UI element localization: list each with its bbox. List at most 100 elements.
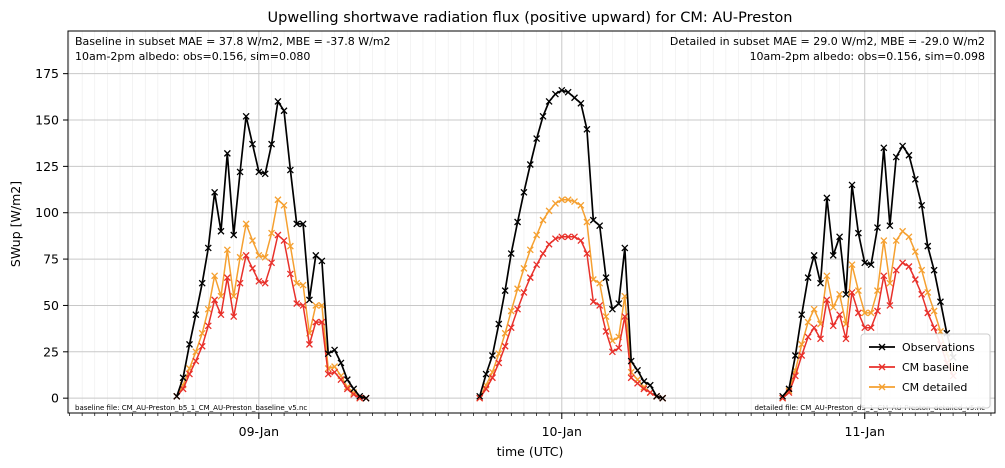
data-point-marker xyxy=(482,385,490,393)
data-point-marker xyxy=(615,300,623,308)
series-line xyxy=(782,262,954,399)
data-point-marker xyxy=(798,340,806,348)
data-point-marker xyxy=(331,368,339,376)
data-point-marker xyxy=(539,216,547,224)
data-point-marker xyxy=(217,227,225,235)
data-point-marker xyxy=(798,311,806,319)
plot-frame xyxy=(67,30,996,414)
data-point-marker xyxy=(918,290,926,298)
data-point-marker xyxy=(589,298,597,306)
data-point-marker xyxy=(192,348,200,356)
data-point-marker xyxy=(274,98,282,105)
data-point-marker xyxy=(918,266,926,274)
data-point-marker xyxy=(293,220,301,228)
data-point-marker xyxy=(514,218,522,226)
data-point-marker xyxy=(829,251,837,259)
data-point-marker xyxy=(520,264,528,272)
chart-title: Upwelling shortwave radiation flux (posi… xyxy=(268,10,793,26)
data-point-marker xyxy=(842,335,850,343)
data-point-marker xyxy=(899,227,907,235)
data-point-marker xyxy=(318,318,326,326)
data-point-marker xyxy=(817,279,824,287)
data-point-marker xyxy=(924,309,932,317)
data-point-marker xyxy=(520,188,528,196)
data-point-marker xyxy=(192,357,200,365)
data-point-marker xyxy=(501,342,509,350)
data-point-marker xyxy=(937,298,944,306)
data-point-marker xyxy=(526,274,534,282)
annotation-baseline-albedo: 10am-2pm albedo: obs=0.156, sim=0.080 xyxy=(75,50,310,63)
data-point-marker xyxy=(526,246,534,254)
data-point-marker xyxy=(186,340,193,348)
data-point-marker xyxy=(779,392,787,400)
data-point-marker xyxy=(286,242,294,250)
data-point-marker xyxy=(501,287,509,295)
data-point-marker xyxy=(911,276,919,283)
data-point-marker xyxy=(211,272,219,280)
data-point-marker xyxy=(558,86,566,94)
data-point-marker xyxy=(217,311,225,319)
data-point-marker xyxy=(324,370,332,378)
data-point-marker xyxy=(867,261,875,269)
y-tick-label: 150 xyxy=(35,113,59,128)
data-point-marker xyxy=(854,229,862,237)
data-point-marker xyxy=(337,376,345,384)
y-axis-label: SWup [W/m2] xyxy=(8,181,23,267)
annotation-detailed-metrics: Detailed in subset MAE = 29.0 W/m2, MBE … xyxy=(670,35,985,48)
data-point-marker xyxy=(242,220,250,228)
data-point-marker xyxy=(249,264,256,272)
x-axis-label: time (UTC) xyxy=(497,444,564,459)
plot-area xyxy=(68,31,995,413)
data-point-marker xyxy=(646,381,654,389)
legend-label: CM baseline xyxy=(902,361,969,374)
data-point-marker xyxy=(482,370,490,378)
data-point-marker xyxy=(223,149,231,157)
data-point-marker xyxy=(280,107,288,115)
data-point-marker xyxy=(539,250,547,257)
data-point-marker xyxy=(810,305,818,313)
legend-label: CM detailed xyxy=(902,381,967,394)
data-point-marker xyxy=(230,231,238,239)
y-tick-label: 50 xyxy=(43,298,59,313)
data-point-marker xyxy=(646,389,654,397)
data-point-marker xyxy=(286,166,294,174)
series-line xyxy=(781,145,955,397)
data-point-marker xyxy=(286,270,294,278)
data-point-marker xyxy=(791,372,799,380)
data-point-marker xyxy=(905,233,913,241)
data-point-marker xyxy=(545,98,553,105)
data-point-marker xyxy=(804,333,812,341)
data-point-marker xyxy=(810,324,818,332)
data-point-marker xyxy=(362,394,370,402)
data-point-marker xyxy=(242,112,250,120)
data-point-marker xyxy=(350,385,358,393)
data-point-marker xyxy=(192,311,200,319)
data-point-marker xyxy=(564,88,572,96)
data-point-marker xyxy=(305,340,313,348)
data-point-marker xyxy=(829,303,837,311)
data-point-marker xyxy=(861,324,869,332)
data-point-marker xyxy=(495,320,503,328)
data-point-marker xyxy=(905,263,913,270)
data-point-marker xyxy=(911,248,919,256)
data-point-marker xyxy=(823,194,831,202)
data-point-marker xyxy=(558,233,566,241)
data-point-marker xyxy=(930,324,938,332)
y-tick-label: 0 xyxy=(51,391,59,406)
data-point-marker xyxy=(198,342,206,350)
data-point-marker xyxy=(634,366,641,374)
data-point-marker xyxy=(571,233,578,241)
data-point-marker xyxy=(842,290,850,298)
data-point-marker xyxy=(501,329,509,337)
data-point-marker xyxy=(318,257,326,265)
x-tick-label: 09-Jan xyxy=(239,424,279,439)
series-cm-detailed xyxy=(173,196,957,402)
data-point-marker xyxy=(886,222,894,230)
data-point-marker xyxy=(861,259,869,267)
data-point-marker xyxy=(173,392,181,400)
data-point-marker xyxy=(211,188,219,196)
data-point-marker xyxy=(312,301,320,309)
data-point-marker xyxy=(211,296,219,304)
series-observations xyxy=(173,86,957,402)
data-point-marker xyxy=(848,261,856,269)
